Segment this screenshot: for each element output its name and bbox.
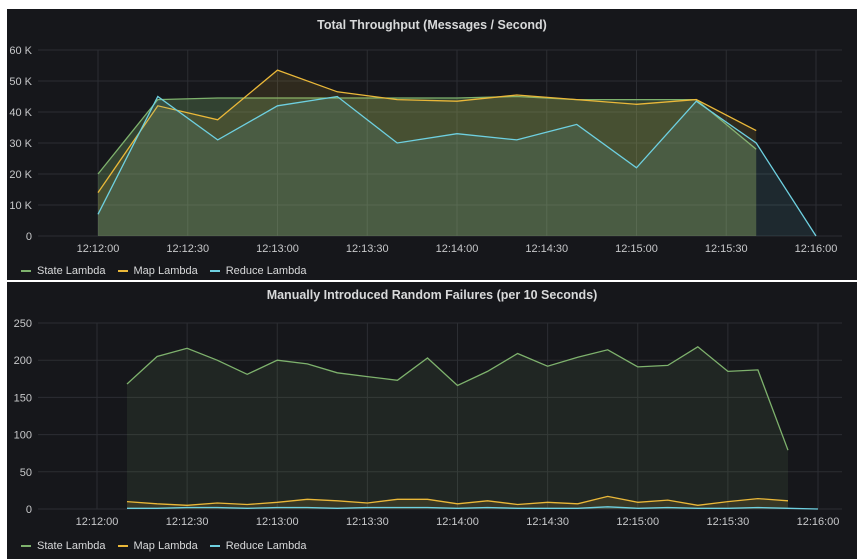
x-tick-label: 12:16:00: [797, 516, 840, 528]
legend-item-map[interactable]: Map Lambda: [117, 540, 198, 552]
x-tick-label: 12:15:00: [615, 243, 658, 255]
area-reduce-lambda: [98, 96, 816, 236]
y-tick-label: 50: [20, 467, 32, 479]
x-tick-label: 12:14:30: [526, 516, 569, 528]
throughput-chart: 0 10 K 20 K 30 K 40 K 50 K 60 K 12:12:00 12:12:3…: [9, 45, 842, 255]
x-tick-label: 12:14:00: [436, 243, 479, 255]
x-tick-label: 12:13:30: [346, 516, 389, 528]
area-state-lambda: [98, 96, 757, 236]
panel-title: Total Throughput (Messages / Second): [317, 18, 547, 32]
area-state-lambda: [127, 346, 788, 509]
y-tick-label: 200: [14, 355, 32, 367]
area-map-lambda: [98, 70, 757, 236]
y-tick-label: 0: [26, 504, 32, 516]
y-tick-label: 150: [14, 392, 32, 404]
legend: State Lambda Map Lambda Reduce Lambda: [21, 265, 306, 277]
y-tick-label: 40 K: [9, 107, 32, 119]
x-tick-label: 12:13:30: [346, 243, 389, 255]
x-tick-label: 12:12:00: [76, 516, 119, 528]
x-tick-label: 12:13:00: [256, 243, 299, 255]
legend-label: State Lambda: [37, 540, 106, 552]
legend-item-state[interactable]: State Lambda: [21, 540, 106, 552]
legend-label: Reduce Lambda: [225, 540, 307, 552]
y-tick-label: 100: [14, 430, 32, 442]
x-tick-label: 12:15:00: [616, 516, 659, 528]
legend-item-state[interactable]: State Lambda: [21, 265, 106, 277]
x-tick-label: 12:15:30: [705, 243, 748, 255]
legend-swatch: [117, 545, 128, 547]
y-tick-label: 30 K: [9, 138, 32, 150]
y-tick-label: 50 K: [9, 76, 32, 88]
x-tick-label: 12:15:30: [706, 516, 749, 528]
legend-swatch: [209, 270, 220, 272]
legend-swatch: [21, 270, 31, 272]
legend-swatch: [117, 270, 128, 272]
line-reduce-lambda: [127, 506, 819, 510]
x-tick-label: 12:14:30: [525, 243, 568, 255]
legend-label: Map Lambda: [133, 540, 198, 552]
legend-item-reduce[interactable]: Reduce Lambda: [209, 265, 307, 277]
x-tick-label: 12:12:30: [166, 516, 209, 528]
throughput-panel: Total Throughput (Messages / Second) 0 10…: [7, 9, 857, 280]
legend-label: Map Lambda: [133, 265, 198, 277]
legend-label: State Lambda: [37, 265, 106, 277]
x-tick-label: 12:12:30: [166, 243, 209, 255]
y-tick-label: 250: [14, 318, 32, 330]
legend-swatch: [21, 545, 31, 547]
legend-item-reduce[interactable]: Reduce Lambda: [209, 540, 307, 552]
legend-swatch: [209, 545, 220, 547]
legend-item-map[interactable]: Map Lambda: [117, 265, 198, 277]
y-tick-label: 10 K: [9, 200, 32, 212]
x-tick-label: 12:12:00: [77, 243, 120, 255]
y-tick-label: 60 K: [9, 45, 32, 57]
failures-panel: Manually Introduced Random Failures (per…: [7, 282, 857, 559]
panel-title: Manually Introduced Random Failures (per…: [266, 288, 598, 302]
line-map-lambda: [97, 69, 757, 193]
y-tick-label: 0: [26, 231, 32, 243]
x-tick-label: 12:16:00: [795, 243, 838, 255]
x-tick-label: 12:13:00: [256, 516, 299, 528]
failures-chart: 0 50 100 150 200 250 12:12:00 12:12:30 12:13:00 1…: [14, 318, 842, 528]
legend: State Lambda Map Lambda Reduce Lambda: [21, 540, 306, 552]
y-tick-label: 20 K: [9, 169, 32, 181]
line-state-lambda: [97, 95, 757, 175]
legend-label: Reduce Lambda: [225, 265, 307, 277]
x-tick-label: 12:14:00: [436, 516, 479, 528]
